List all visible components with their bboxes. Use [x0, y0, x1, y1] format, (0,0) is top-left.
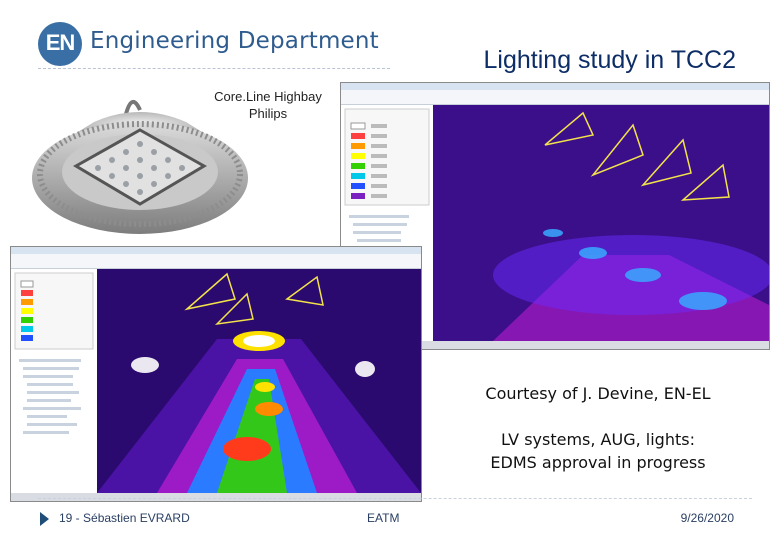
- footer-arrow-icon: [40, 512, 49, 526]
- product-name: Core.Line Highbay: [214, 89, 322, 104]
- department-name: Engineering Department: [90, 28, 379, 54]
- logo-text: EN: [45, 30, 76, 55]
- luminance-render-top: [433, 105, 769, 341]
- status-line-2: EDMS approval in progress: [490, 453, 706, 472]
- footer-event: EATM: [367, 511, 400, 525]
- approval-status-note: LV systems, AUG, lights: EDMS approval i…: [438, 428, 758, 474]
- footer-date: 9/26/2020: [680, 511, 734, 525]
- window-statusbar: [341, 341, 769, 349]
- window-toolbar: [341, 90, 769, 105]
- highbay-fixture-photo: [32, 100, 248, 234]
- en-logo: EN: [38, 22, 82, 66]
- header-divider: [38, 68, 390, 69]
- footer-page-author: 19 - Sébastien EVRARD: [59, 511, 190, 525]
- window-toolbar: [11, 254, 421, 269]
- project-manager-panel: [11, 269, 98, 501]
- false-color-legend: [14, 272, 94, 434]
- window-statusbar: [11, 493, 421, 501]
- product-brand: Philips: [248, 106, 288, 121]
- status-line-1: LV systems, AUG, lights:: [501, 430, 695, 449]
- false-color-legend: [344, 108, 430, 258]
- luminance-render-bottom: [97, 269, 421, 493]
- slide-title: Lighting study in TCC2: [483, 46, 736, 74]
- footer-divider: [38, 498, 752, 499]
- lighting-software-screenshot-bottom: [10, 246, 422, 502]
- courtesy-note: Courtesy of J. Devine, EN-EL: [485, 384, 711, 403]
- product-caption: Core.Line Highbay Philips: [212, 88, 324, 122]
